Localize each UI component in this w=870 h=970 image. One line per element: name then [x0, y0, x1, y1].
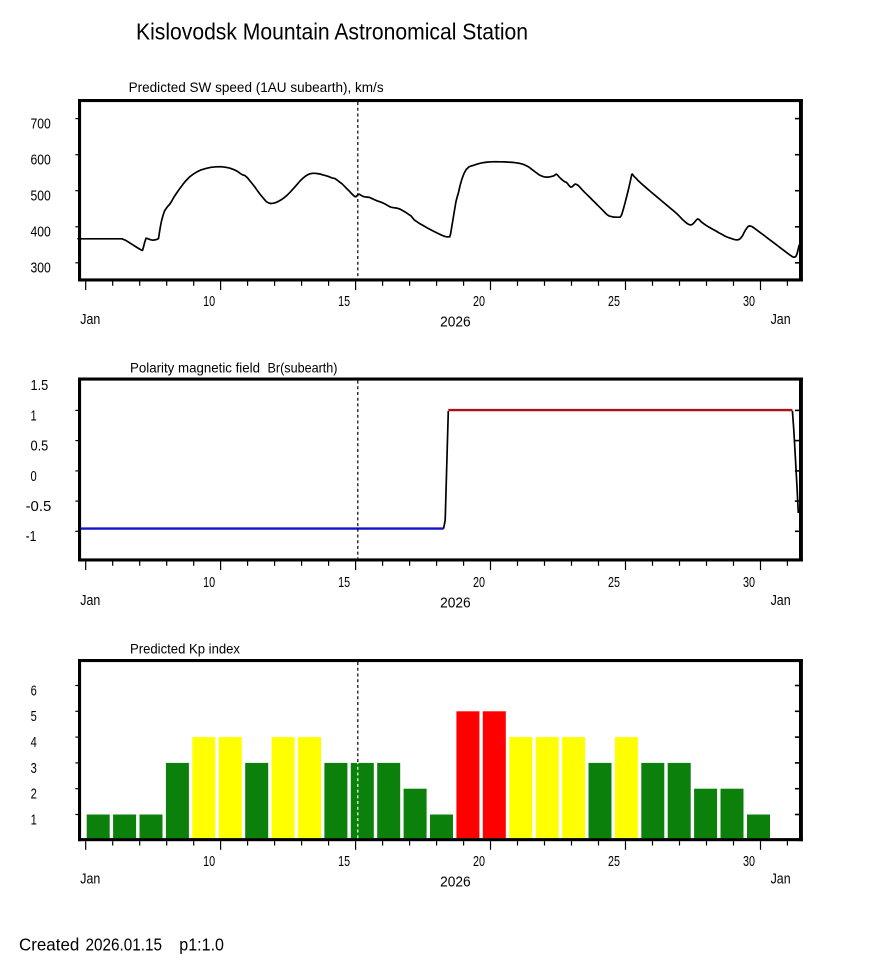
svg-text:p1:1.0: p1:1.0	[179, 934, 224, 954]
svg-text:15: 15	[338, 575, 350, 591]
svg-text:Jan: Jan	[80, 312, 100, 328]
svg-text:25: 25	[608, 854, 620, 870]
svg-text:2026: 2026	[440, 596, 471, 612]
svg-text:0.5: 0.5	[31, 439, 49, 455]
svg-text:30: 30	[743, 854, 755, 870]
svg-text:1: 1	[31, 408, 37, 424]
svg-text:-1: -1	[26, 529, 37, 545]
svg-text:6: 6	[31, 683, 37, 699]
svg-text:0: 0	[31, 469, 37, 485]
svg-text:Predicted Kp index: Predicted Kp index	[130, 640, 240, 656]
svg-text:Jan: Jan	[771, 593, 791, 609]
svg-text:Predicted SW speed (1AU subear: Predicted SW speed (1AU subearth), km/s	[129, 79, 384, 95]
svg-text:5: 5	[31, 709, 37, 725]
svg-text:15: 15	[338, 854, 350, 870]
svg-text:30: 30	[743, 294, 755, 310]
svg-text:2026.01.15: 2026.01.15	[86, 934, 163, 954]
svg-text:Jan: Jan	[771, 312, 791, 328]
svg-text:20: 20	[473, 575, 485, 591]
svg-text:2026: 2026	[440, 874, 471, 890]
svg-text:Created: Created	[19, 934, 79, 954]
svg-text:600: 600	[31, 153, 51, 169]
svg-text:1: 1	[31, 812, 37, 828]
svg-text:2026: 2026	[440, 315, 471, 331]
svg-text:2: 2	[31, 787, 37, 803]
svg-text:Polarity magnetic field: Polarity magnetic field	[130, 360, 260, 376]
svg-text:10: 10	[203, 294, 215, 310]
svg-text:400: 400	[31, 225, 51, 241]
svg-text:Br(subearth): Br(subearth)	[268, 360, 338, 376]
svg-text:1.5: 1.5	[31, 378, 49, 394]
svg-text:300: 300	[31, 261, 51, 277]
svg-text:10: 10	[203, 854, 215, 870]
svg-text:-0.5: -0.5	[26, 499, 52, 515]
svg-text:Jan: Jan	[771, 872, 791, 888]
svg-text:20: 20	[473, 854, 485, 870]
svg-text:4: 4	[31, 735, 37, 751]
svg-text:10: 10	[203, 575, 215, 591]
svg-text:Kislovodsk Mountain Astronomic: Kislovodsk Mountain Astronomical Station	[136, 19, 528, 45]
svg-text:Jan: Jan	[80, 872, 100, 888]
svg-text:700: 700	[31, 117, 51, 133]
svg-text:25: 25	[608, 294, 620, 310]
svg-text:30: 30	[743, 575, 755, 591]
svg-text:500: 500	[31, 189, 51, 205]
svg-text:3: 3	[31, 761, 37, 777]
svg-text:15: 15	[338, 294, 350, 310]
svg-text:20: 20	[473, 294, 485, 310]
svg-text:25: 25	[608, 575, 620, 591]
svg-text:Jan: Jan	[80, 593, 100, 609]
